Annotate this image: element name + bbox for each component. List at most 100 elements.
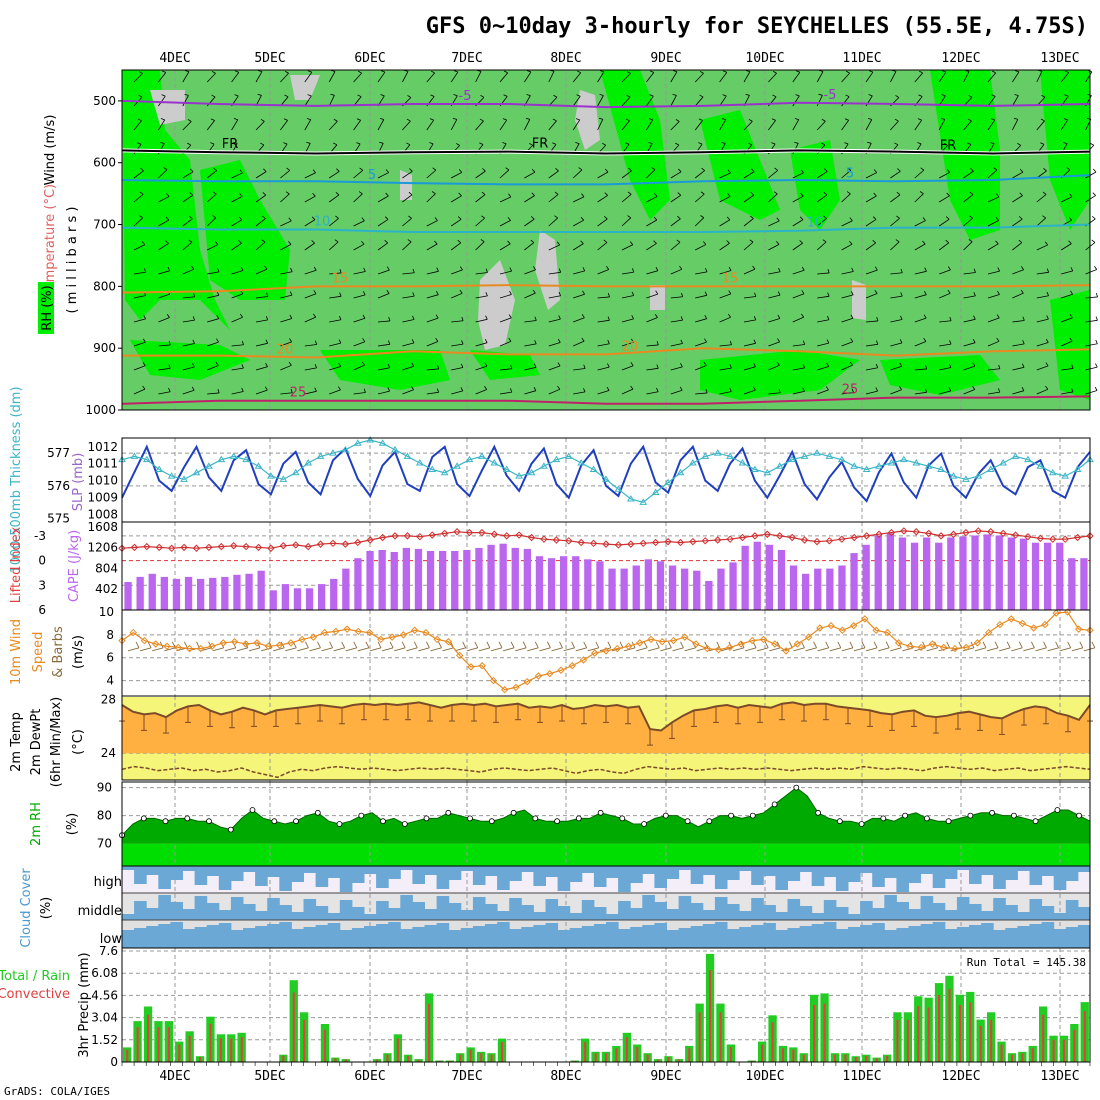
wind-barb-flag bbox=[1044, 241, 1048, 246]
wind-barb-flag bbox=[581, 314, 585, 318]
wind-barb-flag bbox=[290, 267, 293, 272]
wind-barb bbox=[158, 119, 166, 131]
wind-barb bbox=[255, 218, 266, 227]
wind-barb-flag bbox=[895, 95, 900, 98]
cloud-middle-bar bbox=[1053, 913, 1067, 920]
li-tick-label: 0 bbox=[38, 554, 46, 568]
date-label-bottom: 8DEC bbox=[550, 1069, 581, 1084]
cloud-high-bar bbox=[751, 866, 764, 885]
wind-barb-flag bbox=[555, 168, 559, 172]
thickness-point bbox=[564, 452, 573, 459]
wind-barb bbox=[597, 319, 610, 323]
wind-barb-flag bbox=[678, 168, 682, 173]
date-label-top: 7DEC bbox=[451, 51, 482, 66]
wind-barb-flag bbox=[996, 314, 1000, 319]
wind-barb-flag bbox=[333, 142, 338, 146]
wind-barb-flag bbox=[917, 142, 922, 145]
wind-barb-flag bbox=[607, 363, 610, 368]
cloud-low-bar bbox=[618, 929, 631, 948]
wind-barb-flag bbox=[630, 385, 634, 390]
cloud-high-bar bbox=[170, 866, 183, 880]
surface-wind-barb-flag bbox=[583, 641, 588, 649]
wind-barb-flag bbox=[997, 290, 1000, 295]
wind-barb-flag bbox=[654, 193, 658, 197]
wind-barb bbox=[475, 342, 488, 347]
lifted-index-point bbox=[875, 530, 883, 538]
wind-barb bbox=[1036, 120, 1045, 131]
wind-barb-flag bbox=[531, 168, 536, 173]
wind-barb bbox=[1036, 365, 1049, 371]
rh-low-region bbox=[478, 260, 515, 350]
cloud-low-bar bbox=[751, 925, 764, 948]
wind-speed-point bbox=[152, 640, 160, 648]
surface-wind-barb-flag bbox=[994, 641, 999, 649]
thickness-point bbox=[130, 452, 139, 459]
lifted-index-point bbox=[428, 531, 436, 539]
lifted-index-point bbox=[862, 532, 871, 540]
wind-barb-flag bbox=[480, 239, 485, 243]
wind-barb bbox=[377, 320, 390, 323]
rh-point bbox=[967, 812, 974, 819]
cloud-low-bar bbox=[896, 928, 909, 948]
cloud-high-bar bbox=[497, 866, 510, 890]
cloud-low-bar bbox=[400, 929, 413, 948]
thickness-point bbox=[688, 458, 697, 466]
cloud-low-bar bbox=[848, 927, 861, 948]
thickness-point bbox=[788, 455, 797, 463]
wind-barb bbox=[426, 341, 439, 347]
cloud-low-bar bbox=[388, 922, 401, 948]
wind-barb-flag bbox=[920, 167, 925, 171]
wind-speed-point bbox=[703, 644, 712, 653]
wind-barb bbox=[841, 364, 853, 371]
surface-wind-barb-flag bbox=[1079, 641, 1084, 649]
surface-wind-barb-flag bbox=[619, 641, 624, 649]
wind-speed-point bbox=[984, 628, 993, 637]
surface-wind-barb-flag bbox=[462, 641, 467, 649]
lifted-index-point bbox=[838, 535, 846, 543]
precip-convective-bar bbox=[802, 1054, 805, 1062]
wind-barb bbox=[426, 243, 438, 251]
cape-bar bbox=[184, 576, 193, 610]
thickness-point bbox=[713, 449, 722, 456]
cloud-high-bar bbox=[158, 866, 171, 889]
wind-barb-flag bbox=[531, 192, 535, 196]
date-label-top: 4DEC bbox=[159, 51, 190, 66]
wind-barb bbox=[329, 272, 342, 275]
wind-barb-flag bbox=[480, 94, 485, 98]
wind-barb bbox=[499, 196, 512, 203]
cloud-high-bar bbox=[364, 866, 377, 874]
wind-barb bbox=[597, 366, 610, 371]
surface-wind-barb-flag bbox=[389, 641, 394, 649]
wind-barb-flag bbox=[581, 193, 585, 197]
wind-barb-flag bbox=[339, 292, 342, 297]
wind-barb-flag bbox=[530, 239, 535, 243]
cloud-low-bar bbox=[727, 929, 740, 948]
wind-barb bbox=[768, 72, 777, 83]
wind-barb bbox=[255, 194, 267, 203]
wind-barb-flag bbox=[160, 118, 165, 121]
wind-barb-flag bbox=[508, 337, 512, 342]
wind-barb-flag bbox=[944, 143, 948, 146]
date-label-bottom: 6DEC bbox=[354, 1069, 385, 1084]
wind-barb-flag bbox=[771, 118, 776, 121]
wind-barb-flag bbox=[1022, 340, 1025, 345]
wind-barb bbox=[719, 196, 731, 203]
precip-convective-bar bbox=[625, 1037, 628, 1062]
thickness-point bbox=[763, 468, 772, 476]
lifted-index-point bbox=[738, 533, 747, 542]
wind-barb bbox=[499, 220, 511, 227]
wind-barb bbox=[963, 71, 970, 83]
wind-barb-flag bbox=[752, 386, 756, 391]
wind-barb-flag bbox=[776, 361, 780, 366]
wind-barb-flag bbox=[973, 292, 976, 297]
wind-barb bbox=[792, 95, 800, 107]
wind-barb bbox=[987, 270, 1000, 275]
wind-barb-flag bbox=[604, 216, 608, 220]
wind-barb bbox=[548, 295, 561, 299]
wind-barb-flag bbox=[1040, 118, 1045, 122]
cloud-middle-bar bbox=[521, 905, 534, 920]
wind-barb bbox=[792, 367, 805, 371]
surface-wind-barb bbox=[1023, 647, 1035, 652]
lifted-index-point bbox=[713, 536, 722, 544]
wind-barb bbox=[841, 169, 852, 179]
